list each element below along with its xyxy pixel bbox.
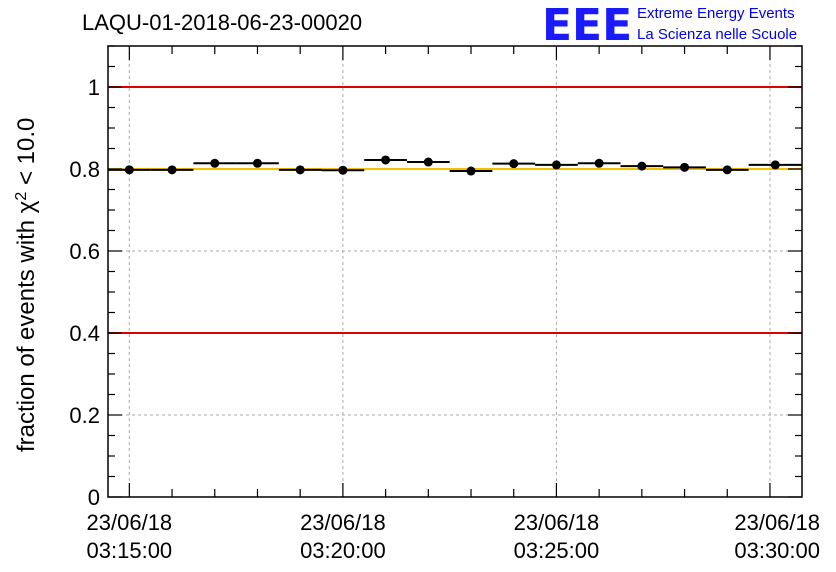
y-tick-label: 0.6 xyxy=(69,239,100,264)
data-point xyxy=(423,157,433,167)
logo-mark: EEE xyxy=(542,0,632,51)
data-point xyxy=(551,160,561,170)
logo-line-1: Extreme Energy Events xyxy=(637,5,795,22)
x-tick-date: 23/06/18 xyxy=(87,510,173,535)
y-tick-label: 0 xyxy=(88,485,100,510)
y-axis-label-sup: 2 xyxy=(13,192,30,201)
data-point xyxy=(770,160,780,170)
data-point xyxy=(722,165,732,175)
y-axis-label: fraction of events with χ2 < 10.0 xyxy=(13,118,41,452)
x-tick-time: 03:20:00 xyxy=(300,538,386,563)
y-tick-label: 0.4 xyxy=(69,321,100,346)
y-axis-label-suffix: < 10.0 xyxy=(13,118,40,192)
reference-lines xyxy=(108,86,802,334)
x-tick-date: 23/06/18 xyxy=(300,510,386,535)
axes: 0 0.2 0.4 0.6 0.8 1 23/06/18 03:15:00 23/06/18 03… xyxy=(69,45,820,563)
x-tick-date: 23/06/18 xyxy=(514,510,600,535)
data-point xyxy=(466,166,476,176)
y-tick-label: 0.2 xyxy=(69,403,100,428)
data-point xyxy=(124,165,134,175)
data-point xyxy=(167,165,177,175)
y-axis-label-prefix: fraction of events with χ xyxy=(13,200,40,452)
data-points xyxy=(108,155,802,176)
x-tick-time: 03:15:00 xyxy=(87,538,173,563)
data-point xyxy=(252,158,262,168)
data-point xyxy=(295,165,305,175)
x-tick-time: 03:25:00 xyxy=(514,538,600,563)
x-tick-time: 03:30:00 xyxy=(734,538,820,563)
y-tick-label: 1 xyxy=(88,75,100,100)
data-point xyxy=(338,165,348,175)
data-point xyxy=(637,161,647,171)
data-point xyxy=(680,162,690,172)
y-tick-label: 0.8 xyxy=(69,157,100,182)
x-tick-date: 23/06/18 xyxy=(734,510,820,535)
logo-line-2: La Scienza nelle Scuole xyxy=(637,26,797,43)
eee-logo: EEE Extreme Energy Events La Scienza nel… xyxy=(542,0,797,51)
data-point xyxy=(594,158,604,168)
data-point xyxy=(210,158,220,168)
data-point xyxy=(381,155,391,165)
chart-title: LAQU-01-2018-06-23-00020 xyxy=(82,10,362,35)
plot-frame xyxy=(107,45,803,498)
grid-lines xyxy=(108,46,802,497)
data-point xyxy=(509,159,519,169)
